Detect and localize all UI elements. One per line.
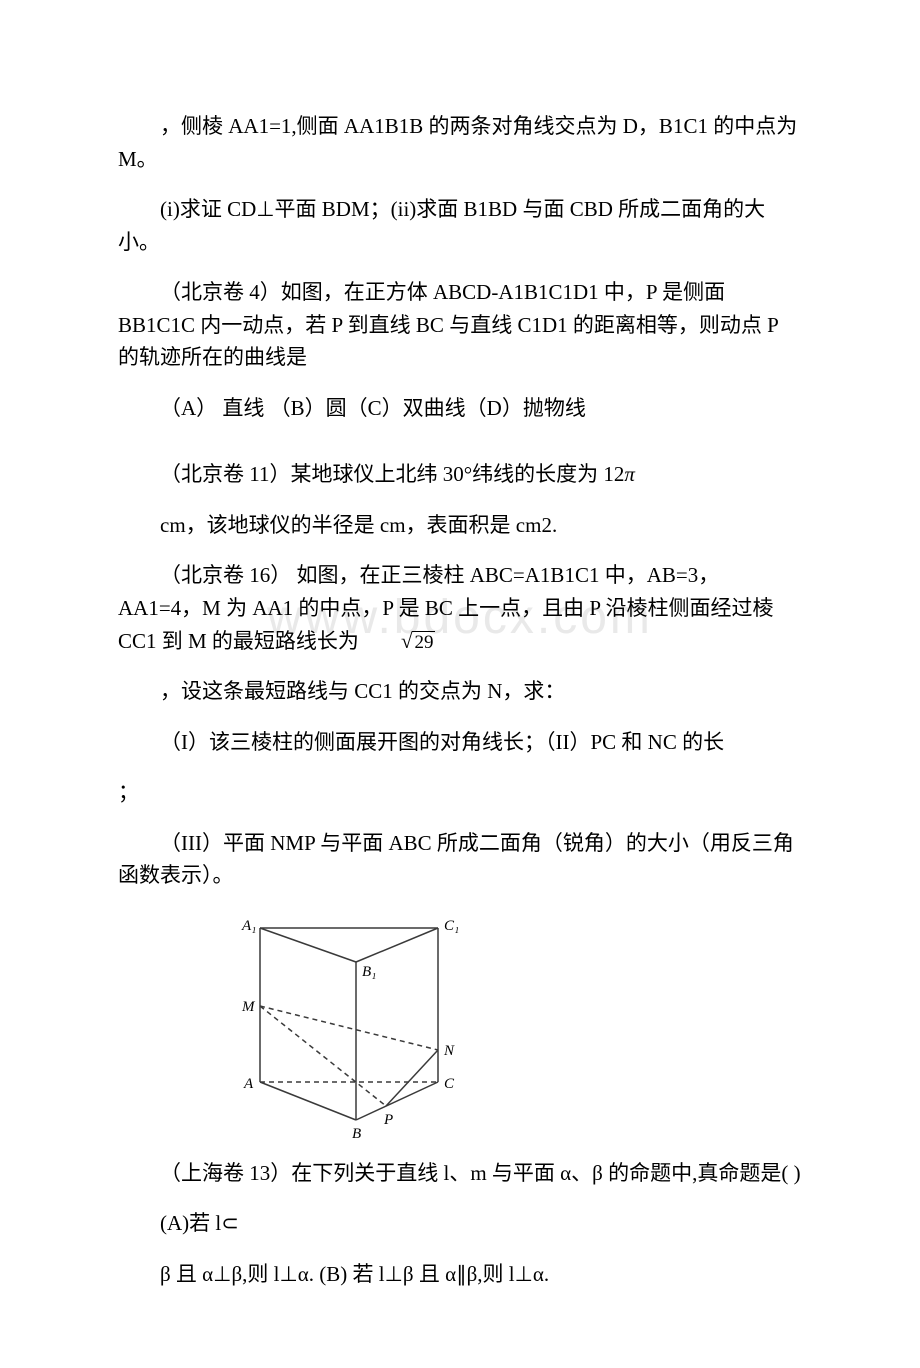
text: （北京卷 16） 如图，在正三棱柱 ABC=A1B1C1 中，AB=3，AA1=… [118,563,774,652]
paragraph: （A） 直线 （B）圆（C）双曲线（D）抛物线 [118,392,802,425]
sqrt-value: 29 [412,631,435,653]
paragraph: (A)若 l⊂ [118,1207,802,1240]
paragraph: （北京卷 16） 如图，在正三棱柱 ABC=A1B1C1 中，AB=3，AA1=… [118,559,802,657]
page-content: ，侧棱 AA1=1,侧面 AA1B1B 的两条对角线交点为 D，B1C1 的中点… [0,0,920,1368]
paragraph: β 且 α⊥β,则 l⊥α. (B) 若 l⊥β 且 α∥β,则 l⊥α. [118,1258,802,1291]
svg-text:C₁: C₁ [444,918,459,934]
paragraph: cm，该地球仪的半径是 cm，表面积是 cm2. [118,509,802,542]
paragraph: （I）该三棱柱的侧面展开图的对角线长；（II）PC 和 NC 的长 [118,726,802,759]
paragraph: （上海卷 13）在下列关于直线 l、m 与平面 α、β 的命题中,真命题是( ) [118,1157,802,1190]
paragraph: (i)求证 CD⊥平面 BDM；(ii)求面 B1BD 与面 CBD 所成二面角… [118,193,802,258]
svg-text:M: M [241,999,256,1015]
paragraph: ，侧棱 AA1=1,侧面 AA1B1B 的两条对角线交点为 D，B1C1 的中点… [118,110,802,175]
pi-symbol: π [624,462,635,486]
svg-text:A₁: A₁ [241,918,256,934]
paragraph: （北京卷 4）如图，在正方体 ABCD-A1B1C1D1 中，P 是侧面 BB1… [118,276,802,374]
paragraph: （北京卷 11）某地球仪上北纬 30°纬线的长度为 12π [118,458,802,491]
svg-text:N: N [443,1043,455,1059]
paragraph: ，设这条最短路线与 CC1 的交点为 N，求： [118,675,802,708]
svg-text:A: A [243,1076,254,1092]
svg-text:B: B [352,1126,361,1140]
svg-text:P: P [383,1112,393,1128]
paragraph: （III）平面 NMP 与平面 ABC 所成二面角（锐角）的大小（用反三角函数表… [118,827,802,892]
prism-figure: A₁ C₁ B₁ A C B M N P [236,910,802,1145]
paragraph-hang: ； [118,776,802,809]
svg-text:B₁: B₁ [362,964,376,980]
svg-text:C: C [444,1076,455,1092]
prism-svg: A₁ C₁ B₁ A C B M N P [236,910,466,1140]
sqrt-expr: √29 [359,625,436,658]
text: （北京卷 11）某地球仪上北纬 30°纬线的长度为 12 [160,462,624,486]
